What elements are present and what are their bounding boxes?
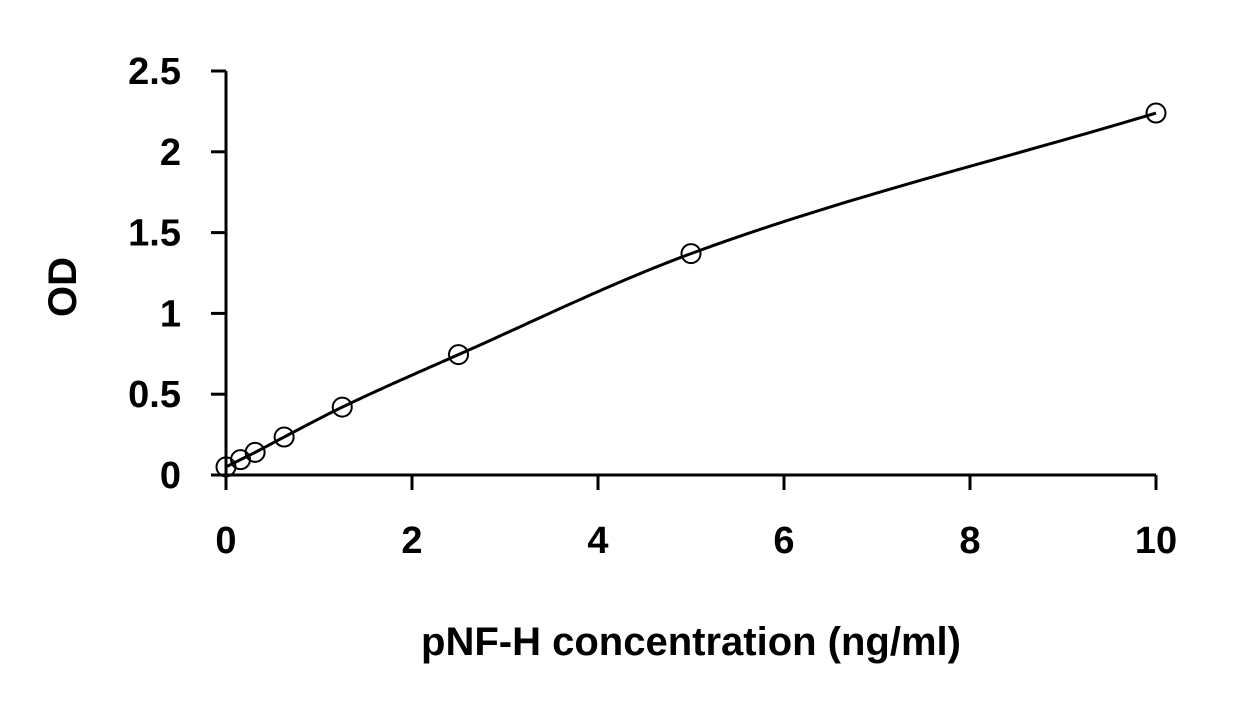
data-point (331, 396, 353, 418)
data-point (273, 426, 295, 448)
data-points (215, 102, 1167, 478)
tick-labels: 0 0.5 1 1.5 2 2.5 0 2 4 6 8 10 (128, 51, 1177, 562)
data-point (244, 441, 266, 463)
x-tick-label: 8 (959, 520, 980, 562)
y-tick-label: 1.5 (128, 213, 181, 255)
y-tick-label: 2 (160, 132, 181, 174)
data-point (680, 243, 702, 265)
data-point (1145, 102, 1167, 124)
x-tick-label: 6 (773, 520, 794, 562)
y-tick-label: 2.5 (128, 51, 181, 93)
x-axis-title: pNF-H concentration (ng/ml) (421, 620, 961, 664)
x-tick-label: 10 (1135, 520, 1177, 562)
y-tick-label: 0.5 (128, 374, 181, 416)
fit-curve-line (225, 111, 1157, 469)
axes (211, 69, 1158, 490)
fit-curve-group (225, 111, 1157, 469)
y-tick-label: 0 (160, 455, 181, 497)
y-axis-title: OD (41, 257, 85, 317)
data-point (448, 344, 469, 366)
x-tick-label: 2 (401, 520, 422, 562)
x-tick-label: 4 (587, 520, 608, 562)
y-tick-label: 1 (160, 293, 181, 335)
x-tick-label: 0 (215, 520, 236, 562)
